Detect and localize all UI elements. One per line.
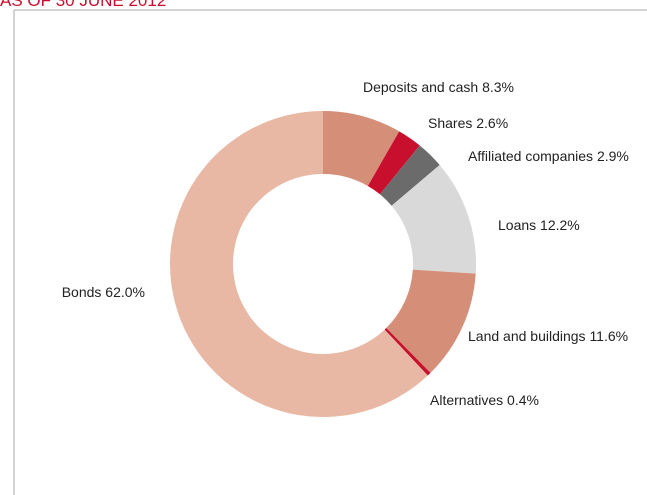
slice-name: Bonds (62, 284, 102, 300)
slice (386, 269, 476, 373)
slice-label: Bonds 62.0% (62, 284, 145, 300)
slice (384, 328, 431, 376)
slice (391, 165, 476, 274)
slice-value: 11.6% (589, 328, 628, 344)
slice-value: 8.3% (482, 79, 514, 95)
slice-name: Loans (498, 217, 536, 233)
slice-name: Deposits and cash (363, 79, 478, 95)
slice-label: Loans 12.2% (498, 217, 580, 233)
slice-value: 2.9% (597, 148, 629, 164)
donut (170, 111, 476, 417)
slice-name: Affiliated companies (468, 148, 593, 164)
slice-name: Land and buildings (468, 328, 586, 344)
slice-label: Alternatives 0.4% (430, 392, 539, 408)
slice-name: Shares (428, 115, 472, 131)
slice-value: 2.6% (476, 115, 508, 131)
slice-value: 0.4% (507, 392, 539, 408)
slice-label: Land and buildings 11.6% (468, 328, 628, 344)
chart-title: AS OF 30 JUNE 2012 (0, 0, 166, 10)
labels: Deposits and cash 8.3% Shares 2.6% Affilia… (62, 79, 629, 408)
slice (367, 131, 420, 195)
slice-value: 12.2% (540, 217, 580, 233)
slice-label: Shares 2.6% (428, 115, 508, 131)
slice (323, 111, 400, 186)
slice-value: 62.0% (105, 284, 145, 300)
slice-name: Alternatives (430, 392, 503, 408)
slice-label: Affiliated companies 2.9% (468, 148, 629, 164)
slice (379, 145, 440, 206)
slice-label: Deposits and cash 8.3% (363, 79, 514, 95)
slice (170, 111, 428, 417)
